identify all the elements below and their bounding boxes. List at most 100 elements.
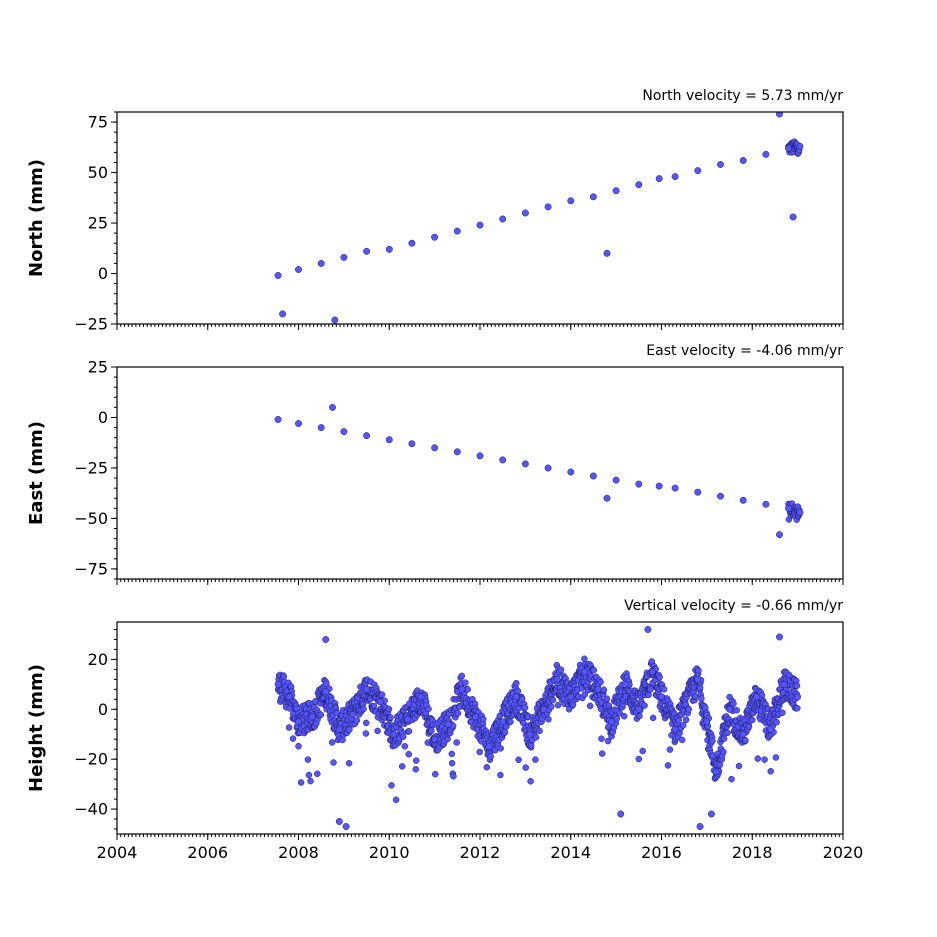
data-point xyxy=(682,716,690,724)
data-point xyxy=(739,157,747,164)
data-point xyxy=(749,716,756,724)
data-point xyxy=(712,768,720,776)
data-point xyxy=(789,213,797,221)
data-point xyxy=(340,253,348,261)
data-point xyxy=(279,310,287,318)
data-point xyxy=(405,750,412,758)
y-tick-label: −75 xyxy=(74,559,108,578)
data-point xyxy=(567,468,575,476)
data-point xyxy=(317,259,325,267)
data-point xyxy=(390,730,398,738)
data-point xyxy=(649,714,657,722)
data-point xyxy=(660,686,668,693)
data-point xyxy=(378,691,386,698)
data-point xyxy=(274,272,282,279)
data-point xyxy=(399,733,407,741)
data-point xyxy=(612,187,620,195)
data-point xyxy=(526,730,534,738)
data-point xyxy=(314,770,321,778)
data-point xyxy=(385,245,393,253)
data-point xyxy=(295,266,302,273)
data-point xyxy=(425,705,432,713)
data-point xyxy=(656,673,663,681)
data-point xyxy=(532,756,539,763)
x-tick-label: 2004 xyxy=(97,843,138,862)
y-tick-label: 50 xyxy=(88,163,108,182)
data-point xyxy=(581,691,588,698)
data-point xyxy=(453,739,460,746)
height-y-axis-label: Height (mm) xyxy=(26,664,47,792)
data-point xyxy=(603,695,611,703)
data-point xyxy=(532,734,540,741)
data-point xyxy=(608,718,616,726)
data-point xyxy=(589,472,597,480)
north-y-axis-label: North (mm) xyxy=(26,159,47,277)
data-point xyxy=(733,706,740,714)
data-point xyxy=(388,782,395,789)
y-tick-label: 25 xyxy=(88,214,108,233)
data-point xyxy=(353,717,361,724)
data-point xyxy=(694,675,702,683)
data-point xyxy=(403,715,411,723)
east-axes-frame xyxy=(116,366,844,580)
data-point xyxy=(557,666,565,673)
data-point xyxy=(581,655,588,663)
data-point xyxy=(274,680,282,688)
data-point xyxy=(385,436,393,444)
data-point xyxy=(613,715,621,722)
data-point xyxy=(766,725,774,733)
data-point xyxy=(603,249,611,257)
data-point xyxy=(730,700,737,708)
data-point xyxy=(785,144,792,152)
data-point xyxy=(635,705,643,713)
data-point xyxy=(497,771,504,779)
data-point xyxy=(462,679,469,686)
data-point xyxy=(340,428,348,436)
data-point xyxy=(604,737,612,745)
data-point xyxy=(512,693,520,701)
data-point xyxy=(285,724,293,731)
east-panel: −75 −50 −25 0 25 East velocity = -4.06 mm/yr E… xyxy=(26,343,844,585)
data-point xyxy=(685,705,692,713)
data-point xyxy=(698,695,705,702)
y-tick-label: 0 xyxy=(98,700,108,719)
data-point xyxy=(280,673,288,680)
data-point xyxy=(597,678,604,686)
data-point xyxy=(329,403,336,411)
data-point xyxy=(417,693,425,701)
data-point xyxy=(594,685,602,693)
data-point xyxy=(794,705,801,712)
data-point xyxy=(739,730,747,738)
x-tick-label: 2018 xyxy=(732,843,773,862)
data-point xyxy=(603,494,611,502)
data-point xyxy=(600,686,608,693)
data-point xyxy=(479,715,487,723)
data-point xyxy=(703,718,711,726)
data-point xyxy=(453,448,461,456)
data-point xyxy=(773,719,780,726)
data-point xyxy=(362,719,370,727)
data-point xyxy=(513,679,520,687)
data-point xyxy=(515,756,522,764)
data-point xyxy=(374,727,381,735)
data-point xyxy=(412,757,420,764)
data-point xyxy=(295,742,302,750)
data-point xyxy=(405,728,413,735)
data-point xyxy=(360,705,367,713)
data-point xyxy=(491,747,499,754)
data-point xyxy=(289,735,297,742)
data-point xyxy=(776,633,783,641)
data-point xyxy=(717,492,724,500)
data-point xyxy=(507,718,514,726)
data-point xyxy=(726,705,734,713)
data-point xyxy=(501,728,509,736)
data-point xyxy=(392,796,400,804)
y-tick-label: 0 xyxy=(98,264,108,283)
data-point xyxy=(567,197,575,205)
data-point xyxy=(322,688,330,696)
data-point xyxy=(796,508,804,516)
data-point xyxy=(709,737,716,745)
data-point xyxy=(707,810,715,818)
data-point xyxy=(664,762,672,769)
data-point xyxy=(458,685,466,693)
